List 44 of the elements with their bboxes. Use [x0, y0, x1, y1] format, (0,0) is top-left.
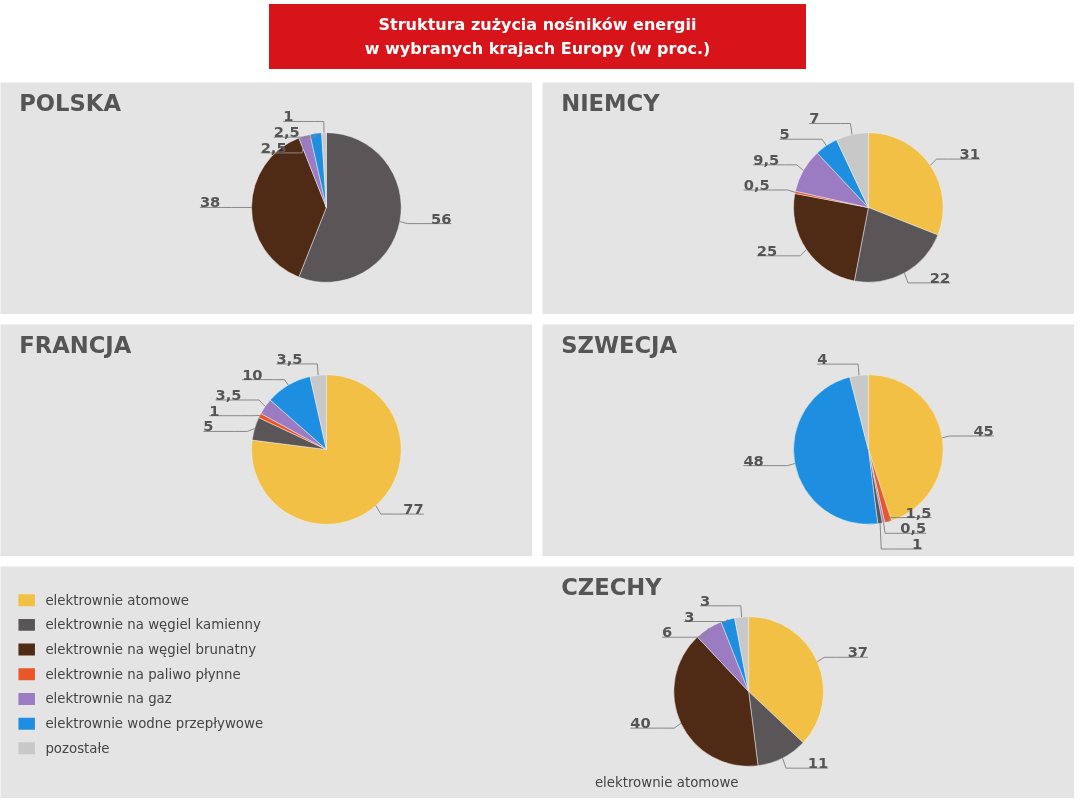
legend-label: elektrownie na gaz: [45, 691, 172, 707]
legend-label: elektrownie atomowe: [45, 592, 190, 608]
chart-title: SZWECJA: [561, 331, 678, 358]
data-label: 1: [209, 401, 220, 419]
data-label: 37: [847, 643, 869, 661]
text: elektrownie atomowe: [594, 774, 739, 790]
data-label: 40: [630, 714, 651, 732]
chart-title: NIEMCY: [561, 89, 661, 116]
data-label: 48: [743, 451, 764, 469]
data-label: 25: [756, 241, 778, 259]
data-label: 56: [430, 209, 452, 227]
data-label: 1: [283, 107, 294, 125]
data-label: 22: [929, 268, 951, 286]
data-label: 31: [959, 145, 980, 163]
legend-label: elektrownie na węgiel brunatny: [45, 642, 257, 658]
data-label: 2,5: [260, 138, 287, 156]
data-label: 1: [912, 535, 923, 553]
data-label: 4: [817, 350, 828, 368]
legend-label: elektrownie na paliwo płynne: [45, 666, 241, 682]
data-label: 7: [809, 109, 820, 127]
data-label: 3,5: [215, 385, 242, 403]
chart-title: CZECHY: [561, 573, 663, 600]
data-label: 5: [203, 417, 214, 435]
data-label: 0,5: [743, 176, 770, 194]
legend-label: elektrownie na węgiel kamienny: [45, 617, 261, 633]
legend-label: elektrownie wodne przepływowe: [45, 716, 264, 732]
chart-title: FRANCJA: [19, 331, 132, 358]
data-label: 3: [684, 607, 695, 625]
data-label: 11: [807, 754, 829, 772]
data-label: 2,5: [273, 123, 300, 141]
data-label: 38: [199, 193, 221, 211]
data-label: 77: [403, 500, 424, 518]
data-label: 3: [700, 591, 711, 609]
data-label: 3,5: [276, 349, 303, 367]
data-label: 5: [779, 125, 790, 143]
data-label: 9,5: [753, 150, 780, 168]
chart-title: POLSKA: [19, 89, 122, 116]
data-label: 6: [662, 623, 673, 641]
data-label: 0,5: [900, 519, 927, 537]
text: Struktura zużycia nośników energii w wybranych krajach Europy (w proc.): [364, 15, 711, 58]
data-label: 1,5: [905, 503, 932, 521]
data-label: 45: [973, 422, 994, 440]
data-label: 10: [242, 365, 263, 383]
legend-label: pozostałe: [45, 740, 110, 756]
